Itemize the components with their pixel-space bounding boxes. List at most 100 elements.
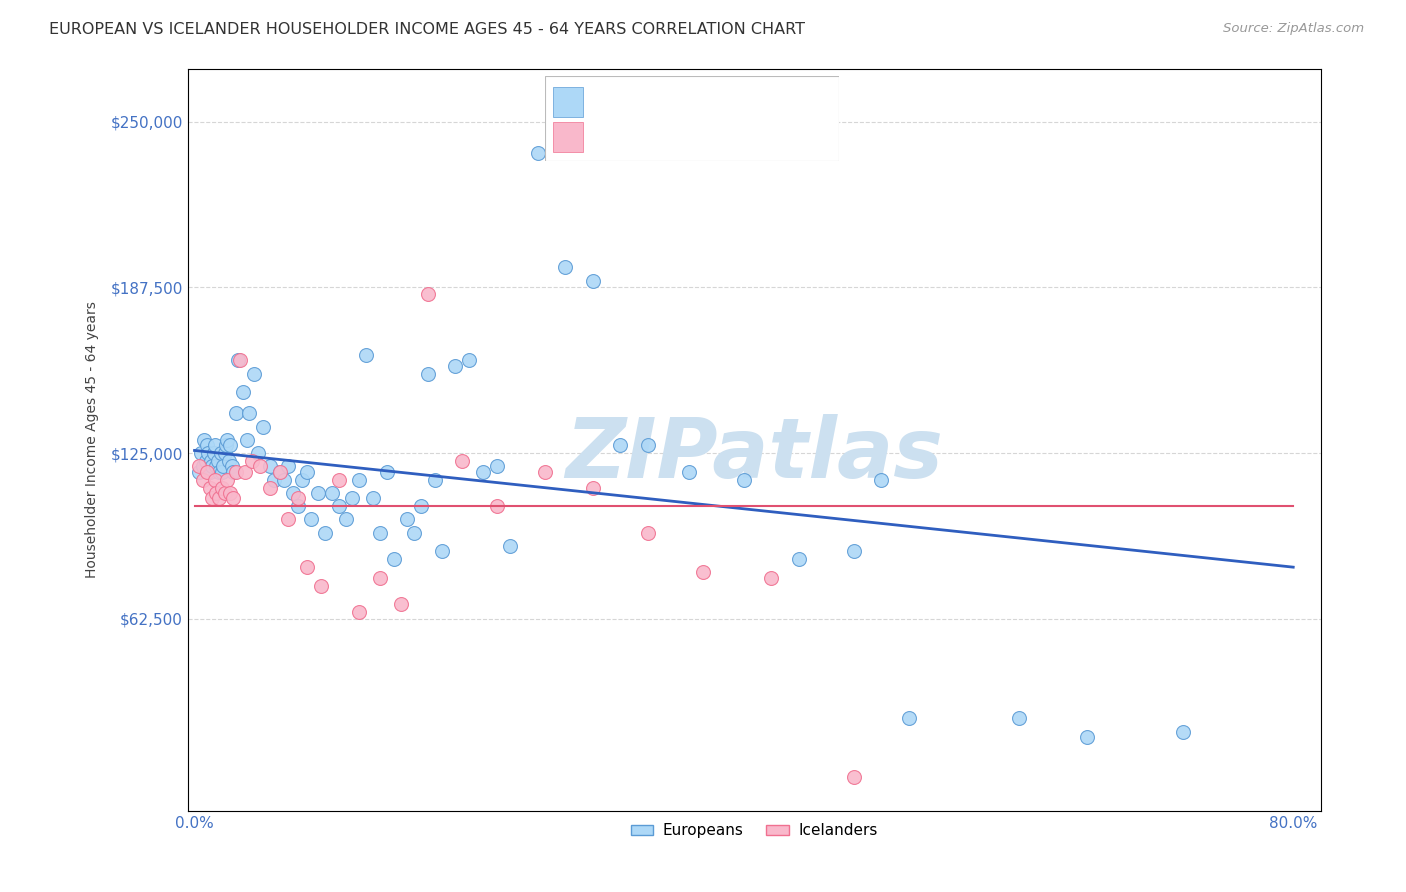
Point — [1076, 730, 1098, 744]
Point — [582, 481, 605, 495]
Point — [195, 465, 218, 479]
Point — [295, 465, 318, 479]
Point — [238, 406, 260, 420]
Point — [215, 438, 238, 452]
Point — [451, 454, 474, 468]
Point — [283, 486, 305, 500]
Point — [242, 367, 264, 381]
Point — [582, 274, 605, 288]
Point — [485, 499, 508, 513]
Point — [232, 385, 254, 400]
Point — [198, 481, 221, 495]
Point — [411, 499, 433, 513]
Point — [200, 454, 222, 468]
Point — [222, 465, 245, 479]
Point — [299, 512, 322, 526]
Point — [328, 499, 350, 513]
Point — [416, 287, 439, 301]
Point — [273, 473, 295, 487]
Point — [217, 433, 239, 447]
Point — [259, 459, 281, 474]
Point — [444, 359, 467, 373]
Point — [211, 481, 233, 495]
Point — [404, 525, 426, 540]
Point — [291, 473, 314, 487]
Point — [235, 433, 257, 447]
Point — [240, 454, 263, 468]
Point — [692, 566, 714, 580]
Point — [396, 512, 419, 526]
Point — [527, 146, 550, 161]
Point — [195, 438, 218, 452]
Point — [354, 348, 377, 362]
Point — [1173, 724, 1195, 739]
Point — [201, 491, 224, 506]
Point — [287, 499, 309, 513]
Point — [637, 525, 659, 540]
Text: ZIPatlas: ZIPatlas — [565, 414, 943, 495]
Point — [269, 465, 291, 479]
Point — [416, 367, 439, 381]
Point — [733, 473, 755, 487]
Point — [228, 353, 250, 368]
Point — [191, 459, 214, 474]
Point — [204, 473, 226, 487]
Point — [787, 552, 810, 566]
Point — [218, 454, 240, 468]
Point — [222, 491, 245, 506]
Point — [205, 459, 228, 474]
Point — [321, 486, 343, 500]
Point — [328, 473, 350, 487]
Point — [349, 473, 371, 487]
Point — [678, 465, 700, 479]
Point — [309, 579, 332, 593]
Point — [609, 438, 631, 452]
Point — [198, 465, 221, 479]
Point — [499, 539, 522, 553]
Point — [229, 353, 252, 368]
Point — [207, 454, 229, 468]
Point — [430, 544, 453, 558]
Point — [269, 465, 291, 479]
Point — [897, 711, 920, 725]
Point — [458, 353, 481, 368]
Point — [335, 512, 357, 526]
Point — [375, 465, 398, 479]
Point — [187, 459, 209, 474]
Point — [209, 446, 232, 460]
Point — [485, 459, 508, 474]
Point — [295, 560, 318, 574]
Point — [202, 446, 225, 460]
Point — [252, 419, 274, 434]
Point — [219, 486, 242, 500]
Point — [193, 433, 215, 447]
Point — [214, 446, 236, 460]
Point — [1007, 711, 1029, 725]
Point — [423, 473, 446, 487]
Point — [287, 491, 309, 506]
Point — [219, 438, 242, 452]
Point — [225, 406, 247, 420]
Point — [342, 491, 364, 506]
Point — [191, 473, 214, 487]
Point — [637, 438, 659, 452]
Text: Source: ZipAtlas.com: Source: ZipAtlas.com — [1223, 22, 1364, 36]
Point — [208, 491, 231, 506]
Point — [349, 605, 371, 619]
Point — [212, 459, 235, 474]
Point — [277, 512, 299, 526]
Text: EUROPEAN VS ICELANDER HOUSEHOLDER INCOME AGES 45 - 64 YEARS CORRELATION CHART: EUROPEAN VS ICELANDER HOUSEHOLDER INCOME… — [49, 22, 806, 37]
Y-axis label: Householder Income Ages 45 - 64 years: Householder Income Ages 45 - 64 years — [86, 301, 100, 578]
Point — [842, 544, 865, 558]
Point — [314, 525, 336, 540]
Point — [842, 770, 865, 784]
Point — [190, 446, 212, 460]
Point — [761, 571, 783, 585]
Point — [307, 486, 329, 500]
Point — [204, 438, 226, 452]
Point — [211, 465, 233, 479]
Point — [389, 597, 412, 611]
Point — [554, 260, 576, 275]
Point — [471, 465, 494, 479]
Point — [217, 473, 239, 487]
